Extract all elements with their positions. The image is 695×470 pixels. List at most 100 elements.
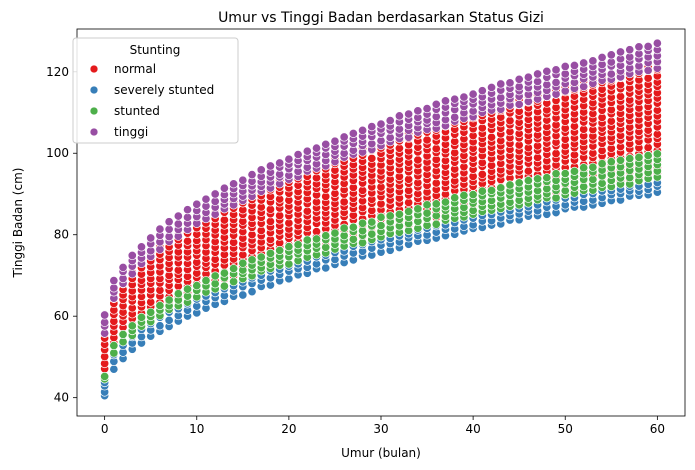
data-point-tinggi: [652, 38, 662, 48]
data-point-tinggi: [247, 170, 257, 180]
data-point-stunted: [146, 307, 156, 317]
data-point-stunted: [615, 155, 626, 165]
data-point-stunted: [367, 217, 377, 227]
data-point-tinggi: [542, 66, 552, 76]
data-point-stunted: [321, 231, 331, 241]
data-point-severely-stunted: [109, 364, 119, 374]
data-point-tinggi: [551, 65, 561, 75]
data-point-tinggi: [173, 211, 183, 221]
data-point-tinggi: [431, 99, 441, 109]
data-point-tinggi: [588, 56, 598, 66]
y-axis-ticks: 40 60 80 100 120: [46, 65, 77, 405]
data-point-stunted: [330, 228, 340, 238]
data-point-tinggi: [450, 94, 460, 104]
data-point-stunted: [652, 149, 662, 159]
data-point-stunted: [358, 218, 368, 228]
data-point-stunted: [606, 157, 616, 167]
data-point-tinggi: [201, 194, 211, 204]
data-point-stunted: [523, 176, 533, 186]
data-point-stunted: [302, 235, 312, 245]
data-point-tinggi: [459, 92, 469, 102]
data-point-tinggi: [468, 89, 478, 99]
data-point-tinggi: [643, 65, 653, 75]
data-point-normal: [615, 91, 626, 101]
data-point-tinggi: [560, 61, 570, 72]
data-point-tinggi: [127, 269, 137, 279]
legend-marker-stunted: [89, 106, 99, 116]
data-point-tinggi: [606, 69, 616, 79]
data-point-stunted: [505, 180, 515, 190]
data-point-stunted: [219, 281, 229, 291]
data-point-normal: [422, 135, 432, 145]
data-point-stunted: [413, 204, 423, 214]
data-point-stunted: [560, 168, 570, 179]
data-point-tinggi: [569, 60, 579, 71]
data-point-stunted: [256, 252, 266, 262]
data-point-stunted: [183, 284, 193, 294]
data-point-stunted: [440, 197, 451, 207]
data-point-severely-stunted: [284, 274, 294, 284]
data-point-normal: [275, 211, 285, 221]
data-point-tinggi: [348, 128, 358, 138]
legend-box: [72, 37, 239, 144]
data-point-tinggi: [440, 96, 451, 106]
data-point-normal: [431, 144, 441, 154]
data-point-normal: [413, 155, 423, 165]
data-point-tinggi: [238, 175, 248, 185]
data-point-tinggi: [422, 104, 432, 114]
data-point-normal: [219, 215, 229, 225]
data-point-stunted: [450, 193, 460, 203]
data-point-tinggi: [643, 41, 653, 52]
legend-marker-tinggi: [89, 127, 99, 137]
data-point-stunted: [376, 212, 386, 222]
data-point-stunted: [431, 219, 441, 229]
y-tick-label: 40: [54, 391, 69, 405]
data-point-stunted: [579, 163, 589, 173]
data-point-severely-stunted: [164, 315, 174, 325]
data-point-stunted: [219, 268, 229, 278]
data-point-stunted: [348, 222, 358, 232]
data-point-stunted: [542, 173, 552, 183]
data-point-severely-stunted: [247, 287, 257, 297]
data-point-stunted: [643, 151, 653, 161]
data-point-tinggi: [265, 161, 275, 171]
data-point-stunted: [422, 208, 432, 218]
data-point-stunted: [201, 276, 211, 286]
data-point-normal: [265, 216, 275, 227]
data-point-stunted: [625, 154, 635, 164]
data-point-tinggi: [597, 52, 607, 62]
data-point-tinggi: [634, 42, 644, 52]
data-point-tinggi: [311, 143, 322, 153]
data-point-tinggi: [579, 81, 589, 92]
data-point-stunted: [459, 190, 469, 200]
chart-title: Umur vs Tinggi Badan berdasarkan Status …: [218, 10, 544, 26]
data-point-tinggi: [496, 79, 506, 89]
data-point-tinggi: [284, 154, 294, 164]
data-point-stunted: [634, 152, 644, 162]
data-point-tinggi: [100, 310, 110, 320]
data-point-stunted: [238, 258, 248, 268]
data-point-tinggi: [164, 224, 174, 234]
data-point-stunted: [376, 221, 386, 231]
data-point-tinggi: [164, 217, 174, 227]
x-tick-label: 20: [281, 422, 296, 436]
data-point-tinggi: [486, 82, 497, 92]
data-point-normal: [302, 206, 312, 216]
x-tick-label: 10: [189, 422, 204, 436]
data-point-stunted: [358, 238, 368, 248]
data-point-stunted: [164, 295, 174, 305]
data-point-stunted: [551, 169, 561, 179]
data-point-stunted: [560, 186, 570, 196]
data-point-tinggi: [155, 224, 165, 234]
data-point-stunted: [109, 341, 119, 351]
data-point-stunted: [348, 234, 358, 244]
data-point-tinggi: [146, 233, 156, 243]
y-tick-label: 100: [46, 146, 69, 160]
data-point-stunted: [468, 190, 478, 200]
legend-label-tinggi: tinggi: [114, 125, 148, 139]
data-point-normal: [367, 153, 377, 163]
data-point-tinggi: [376, 119, 386, 129]
data-point-tinggi: [477, 86, 487, 96]
data-point-stunted: [173, 289, 183, 299]
